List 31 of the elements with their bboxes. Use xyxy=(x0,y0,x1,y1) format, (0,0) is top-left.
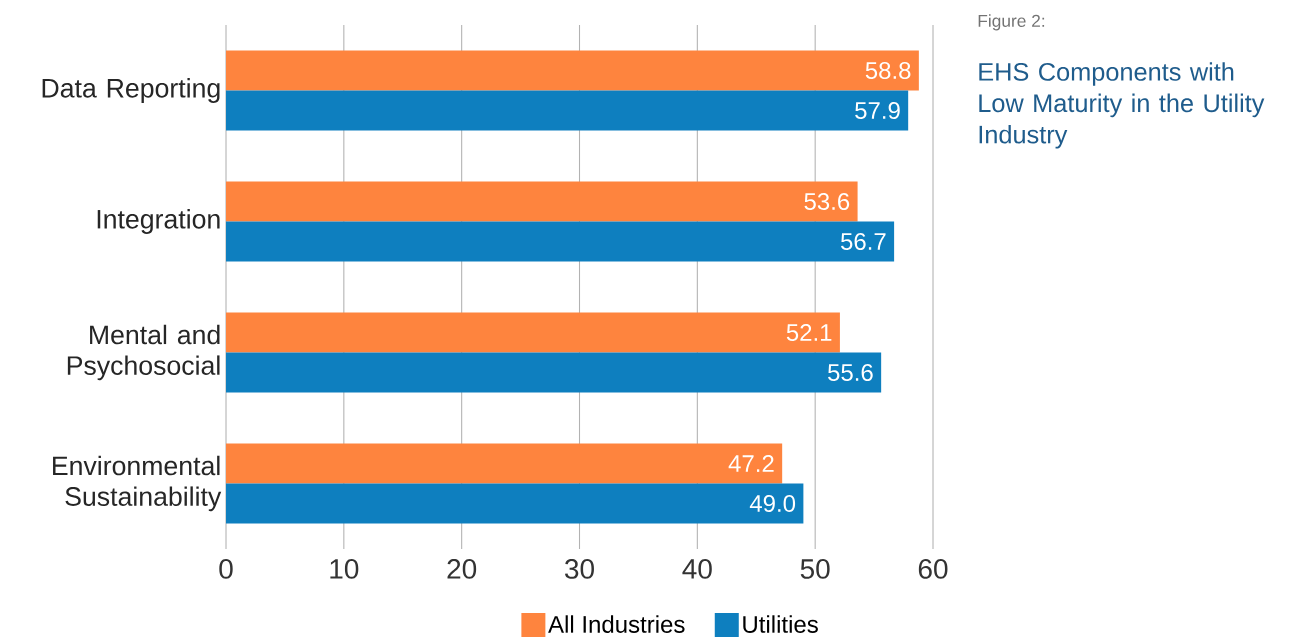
bar xyxy=(226,181,858,222)
data-label: 53.6 xyxy=(804,192,850,210)
x-tick-label: 20 xyxy=(447,559,477,579)
bar xyxy=(226,90,909,131)
data-label: 52.1 xyxy=(786,323,832,341)
caption: Figure 2: xyxy=(978,14,1045,31)
x-tick-label: 60 xyxy=(918,559,948,579)
x-tick-label: 30 xyxy=(565,559,594,579)
x-tick-label: 50 xyxy=(800,559,830,579)
y-tick-label: Data Reporting xyxy=(42,78,220,103)
y-tick-label: Integration xyxy=(97,209,220,234)
text: EHS Components with Low Maturity in the Utility Industry xyxy=(979,62,1265,149)
bar xyxy=(226,312,840,353)
bar xyxy=(226,483,804,524)
bar xyxy=(226,50,919,91)
x-tick-label: 40 xyxy=(682,559,712,579)
data-label: 47.2 xyxy=(728,455,774,472)
data-label: 57.9 xyxy=(855,101,900,119)
y-tick-label: Mental and Psychosocial xyxy=(67,324,220,381)
data-label: 49.0 xyxy=(749,494,796,512)
legend-label: All Industries xyxy=(548,615,685,633)
data-label: 56.7 xyxy=(840,232,886,250)
bar xyxy=(226,443,783,484)
x-tick-label: 0 xyxy=(219,559,233,579)
y-tick-label: Environmental Sustainability xyxy=(53,455,222,512)
bar xyxy=(226,352,882,393)
bar xyxy=(226,221,895,262)
data-label: 58.8 xyxy=(865,61,911,79)
legend-label: Utilities xyxy=(743,615,818,633)
x-tick-label: 10 xyxy=(330,559,359,579)
data-label: 55.6 xyxy=(828,363,873,381)
